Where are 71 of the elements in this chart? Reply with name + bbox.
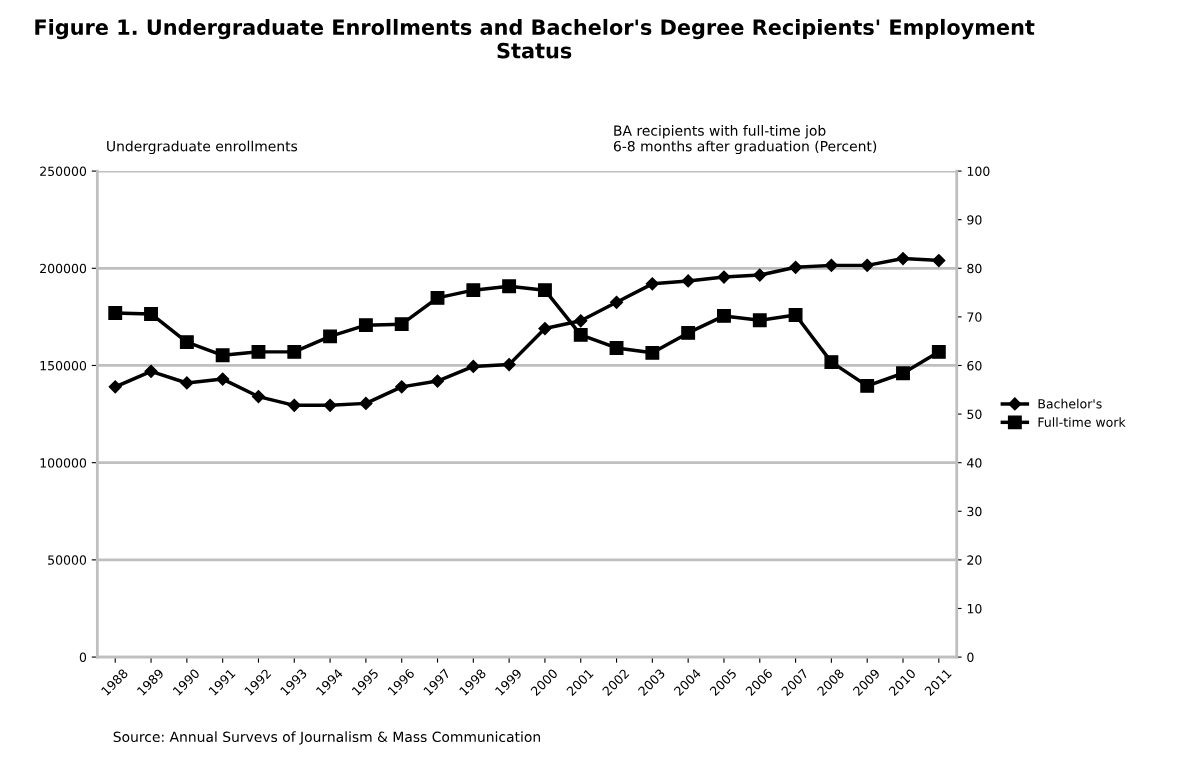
point	[502, 279, 517, 294]
point	[323, 398, 337, 412]
point	[860, 258, 874, 272]
point	[395, 380, 409, 394]
point	[717, 308, 731, 323]
y2-tick-label: 80	[967, 263, 982, 274]
point	[179, 335, 194, 350]
point	[251, 344, 266, 359]
point	[502, 357, 516, 372]
y2-tick-label: 50	[967, 409, 982, 420]
point	[466, 283, 481, 298]
point	[574, 314, 588, 328]
point	[251, 389, 266, 404]
point	[216, 372, 230, 386]
point	[645, 345, 660, 360]
point	[931, 344, 946, 359]
y2-tick-label: 90	[967, 215, 982, 225]
y-tick-label: 0	[79, 652, 87, 662]
y2-tick-label: 40	[967, 458, 982, 468]
point	[860, 378, 875, 393]
point	[788, 260, 803, 274]
y2-tick-label: 100	[967, 166, 990, 177]
point	[573, 327, 588, 342]
y2-axis-title: BA recipients with full-time job 6-8 months after graduation (Percent)	[613, 125, 877, 155]
point	[358, 318, 373, 333]
y-tick-label: 150000	[40, 360, 87, 371]
y2-tick-label: 70	[967, 312, 982, 322]
point	[466, 359, 480, 374]
point	[180, 376, 194, 390]
point	[538, 321, 552, 336]
point	[323, 329, 338, 344]
point	[896, 366, 910, 381]
chart-title: Figure 1. Undergraduate Enrollments and Bachelor's Degree Recipients' Employment Status	[35, 18, 1035, 59]
legend-label: Bachelor's	[1038, 398, 1102, 409]
point	[788, 307, 803, 322]
point	[108, 380, 122, 394]
point	[144, 364, 158, 378]
legend-label: Full-time work	[1038, 417, 1126, 427]
point	[645, 277, 659, 291]
point	[824, 258, 838, 272]
point	[430, 290, 445, 305]
point	[896, 251, 910, 266]
point	[537, 283, 552, 298]
y-tick-label: 100000	[40, 458, 87, 468]
y-tick-label: 250000	[40, 166, 87, 177]
point	[932, 253, 946, 268]
point	[752, 313, 767, 328]
y2-tick-label: 60	[967, 360, 982, 371]
point	[717, 270, 731, 284]
source-note: Source: Annual Survevs of Journalism & Mass Communication	[113, 731, 541, 745]
point	[681, 274, 695, 288]
point	[430, 374, 445, 388]
point	[287, 344, 302, 359]
point	[681, 325, 696, 340]
point	[609, 341, 624, 355]
point	[609, 295, 624, 309]
point	[144, 307, 158, 321]
point	[359, 396, 373, 410]
point	[108, 306, 123, 320]
y-tick-label: 50000	[48, 555, 87, 565]
y2-tick-label: 0	[967, 652, 974, 662]
point	[753, 268, 767, 282]
y-axis-title: Undergraduate enrollments	[107, 140, 298, 155]
point	[215, 348, 230, 363]
point	[394, 317, 409, 332]
y2-tick-label: 20	[967, 555, 982, 565]
point	[287, 398, 301, 412]
y2-tick-label: 30	[967, 506, 982, 517]
point	[824, 355, 839, 370]
y-tick-label: 200000	[40, 263, 87, 274]
y2-tick-label: 10	[967, 603, 982, 614]
